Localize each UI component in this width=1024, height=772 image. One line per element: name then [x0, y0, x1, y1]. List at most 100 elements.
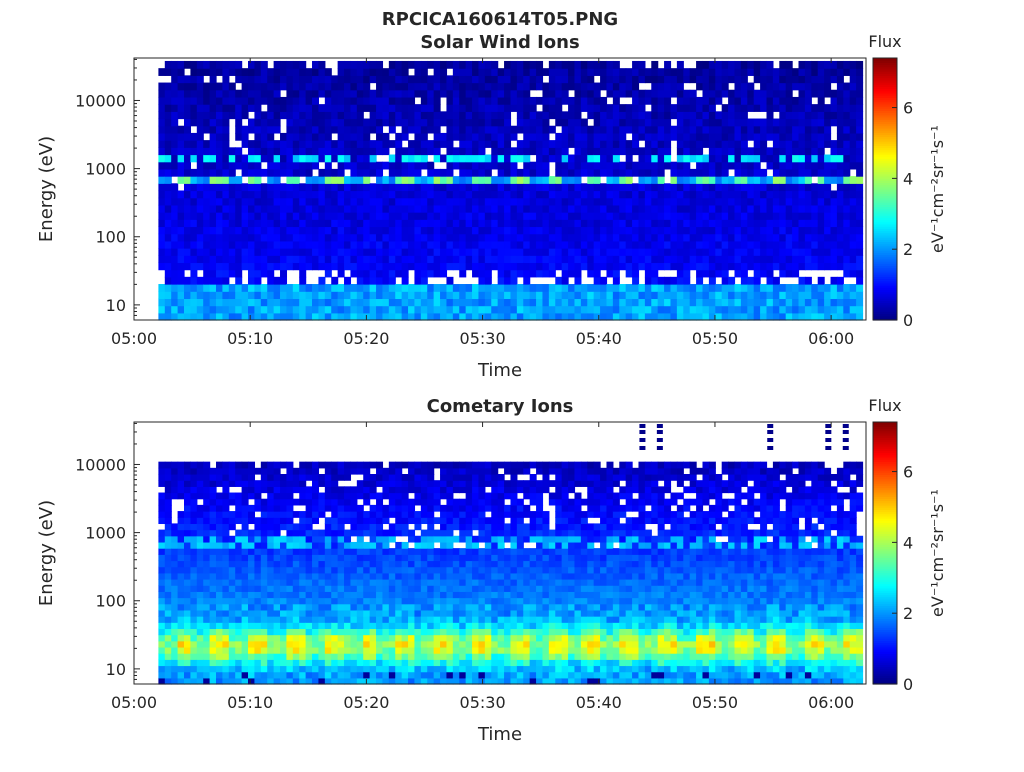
heatmap-cell: [184, 480, 191, 487]
heatmap-cell: [171, 313, 178, 321]
heatmap-cell: [210, 635, 217, 642]
heatmap-cell: [523, 75, 530, 83]
colorbar-tick-label: 0: [903, 311, 913, 330]
heatmap-cell: [427, 270, 434, 278]
heatmap-cell: [184, 591, 191, 598]
heatmap-cell: [344, 306, 351, 314]
heatmap-cell: [856, 83, 863, 91]
heatmap-cell: [638, 61, 645, 69]
heatmap-cell: [837, 262, 844, 270]
heatmap-cell: [587, 155, 594, 163]
heatmap-cell: [395, 313, 402, 321]
heatmap-cell: [280, 554, 287, 561]
heatmap-cell: [274, 226, 281, 234]
heatmap-cell: [210, 277, 217, 285]
heatmap-cell: [293, 111, 300, 119]
heatmap-cell: [338, 499, 345, 506]
heatmap-cell: [203, 61, 210, 69]
heatmap-cell: [165, 270, 172, 278]
heatmap-cell: [331, 97, 338, 105]
heatmap-cell: [350, 672, 357, 679]
heatmap-cell: [190, 653, 197, 660]
heatmap-cell: [242, 548, 249, 555]
heatmap-cell: [235, 262, 242, 270]
heatmap-cell: [581, 190, 588, 198]
heatmap-cell: [818, 119, 825, 127]
heatmap-cell: [184, 517, 191, 524]
heatmap-cell: [542, 126, 549, 134]
heatmap-cell: [306, 474, 313, 481]
heatmap-cell: [709, 306, 716, 314]
heatmap-cell: [792, 169, 799, 177]
heatmap-cell: [408, 248, 415, 256]
heatmap-cell: [510, 212, 517, 220]
heatmap-cell: [363, 83, 370, 91]
heatmap-cell: [683, 75, 690, 83]
heatmap-cell: [286, 234, 293, 242]
heatmap-cell: [338, 567, 345, 574]
heatmap-cell: [216, 298, 223, 306]
heatmap-cell: [421, 226, 428, 234]
heatmap-cell: [856, 255, 863, 263]
heatmap-cell: [216, 306, 223, 314]
heatmap-cell: [312, 155, 319, 163]
heatmap-cell: [658, 97, 665, 105]
heatmap-cell: [190, 277, 197, 285]
heatmap-cell: [626, 90, 633, 98]
heatmap-cell: [805, 190, 812, 198]
heatmap-cell: [280, 604, 287, 611]
heatmap-cell: [357, 162, 364, 170]
heatmap-cell: [312, 486, 319, 493]
heatmap-cell: [408, 198, 415, 206]
heatmap-cell: [581, 83, 588, 91]
heatmap-cell: [574, 162, 581, 170]
heatmap-cell: [184, 653, 191, 660]
heatmap-cell: [242, 635, 249, 642]
heatmap-cell: [491, 205, 498, 213]
heatmap-cell: [850, 126, 857, 134]
heatmap-cell: [523, 241, 530, 249]
heatmap-cell: [235, 499, 242, 506]
heatmap-cell: [318, 104, 325, 112]
heatmap-cell: [760, 97, 767, 105]
heatmap-cell: [638, 262, 645, 270]
heatmap-cell: [690, 75, 697, 83]
heatmap-cell: [203, 554, 210, 561]
heatmap-cell: [312, 554, 319, 561]
heatmap-cell: [248, 226, 255, 234]
x-tick-label: 06:00: [808, 329, 854, 348]
heatmap-cell: [568, 226, 575, 234]
heatmap-cell: [690, 284, 697, 292]
heatmap-cell: [267, 499, 274, 506]
heatmap-cell: [709, 133, 716, 141]
heatmap-cell: [216, 622, 223, 629]
heatmap-cell: [421, 212, 428, 220]
heatmap-cell: [722, 147, 729, 155]
heatmap-cell: [485, 248, 492, 256]
heatmap-cell: [459, 140, 466, 148]
heatmap-cell: [171, 591, 178, 598]
heatmap-cell: [203, 604, 210, 611]
heatmap-cell: [261, 262, 268, 270]
heatmap-cell: [286, 486, 293, 493]
heatmap-cell: [312, 511, 319, 518]
heatmap-cell: [523, 219, 530, 227]
heatmap-cell: [370, 277, 377, 285]
heatmap-cell: [651, 147, 658, 155]
heatmap-cell: [715, 140, 722, 148]
heatmap-cell: [402, 248, 409, 256]
heatmap-cell: [331, 169, 338, 177]
heatmap-cell: [619, 284, 626, 292]
heatmap-cell: [165, 628, 172, 635]
heatmap-cell: [549, 83, 556, 91]
heatmap-cell: [517, 306, 524, 314]
heatmap-cell: [709, 248, 716, 256]
heatmap-cell: [434, 119, 441, 127]
heatmap-cell: [210, 548, 217, 555]
heatmap-cell: [677, 313, 684, 321]
heatmap-cell: [286, 548, 293, 555]
heatmap-cell: [754, 298, 761, 306]
heatmap-cell: [446, 255, 453, 263]
heatmap-cell: [677, 169, 684, 177]
heatmap-cell: [843, 169, 850, 177]
